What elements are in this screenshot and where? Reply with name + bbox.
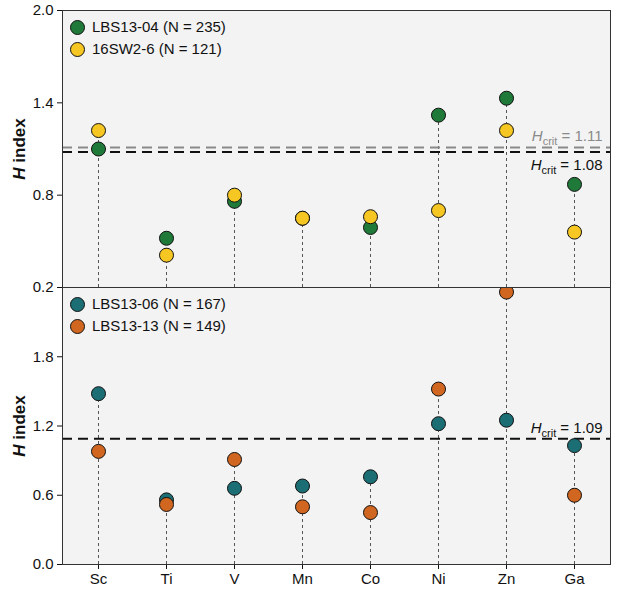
svg-text:Mn: Mn: [292, 570, 313, 587]
svg-text:Ti: Ti: [161, 570, 173, 587]
svg-text:0.0: 0.0: [33, 555, 54, 572]
svg-text:1.4: 1.4: [33, 94, 54, 111]
svg-text:0.2: 0.2: [33, 278, 54, 295]
html-text:LBS13-04 (N = 235): LBS13-04 (N = 235): [92, 18, 226, 35]
html-text:LBS13-13 (N = 149): LBS13-13 (N = 149): [92, 317, 226, 334]
svg-text:1.8: 1.8: [33, 348, 54, 365]
svg-text:0.6: 0.6: [33, 486, 54, 503]
svg-text:Sc: Sc: [90, 570, 108, 587]
svg-text:V: V: [229, 570, 239, 587]
svg-text:Zn: Zn: [498, 570, 516, 587]
svg-text:2.0: 2.0: [33, 1, 54, 18]
svg-text:Hcrit = 1.08: Hcrit = 1.08: [531, 156, 603, 176]
html-text:16SW2-6 (N = 121): 16SW2-6 (N = 121): [92, 40, 222, 57]
svg-text:Co: Co: [361, 570, 380, 587]
svg-text:0.8: 0.8: [33, 186, 54, 203]
svg-text:H index: H index: [10, 118, 29, 180]
svg-text:1.2: 1.2: [33, 417, 54, 434]
html-text:LBS13-06 (N = 167): LBS13-06 (N = 167): [92, 295, 226, 312]
svg-text:Hcrit = 1.09: Hcrit = 1.09: [531, 418, 603, 438]
svg-text:Ga: Ga: [564, 570, 585, 587]
svg-text:Hcrit = 1.11: Hcrit = 1.11: [532, 127, 603, 147]
svg-text:H index: H index: [10, 395, 29, 457]
svg-text:Ni: Ni: [431, 570, 445, 587]
